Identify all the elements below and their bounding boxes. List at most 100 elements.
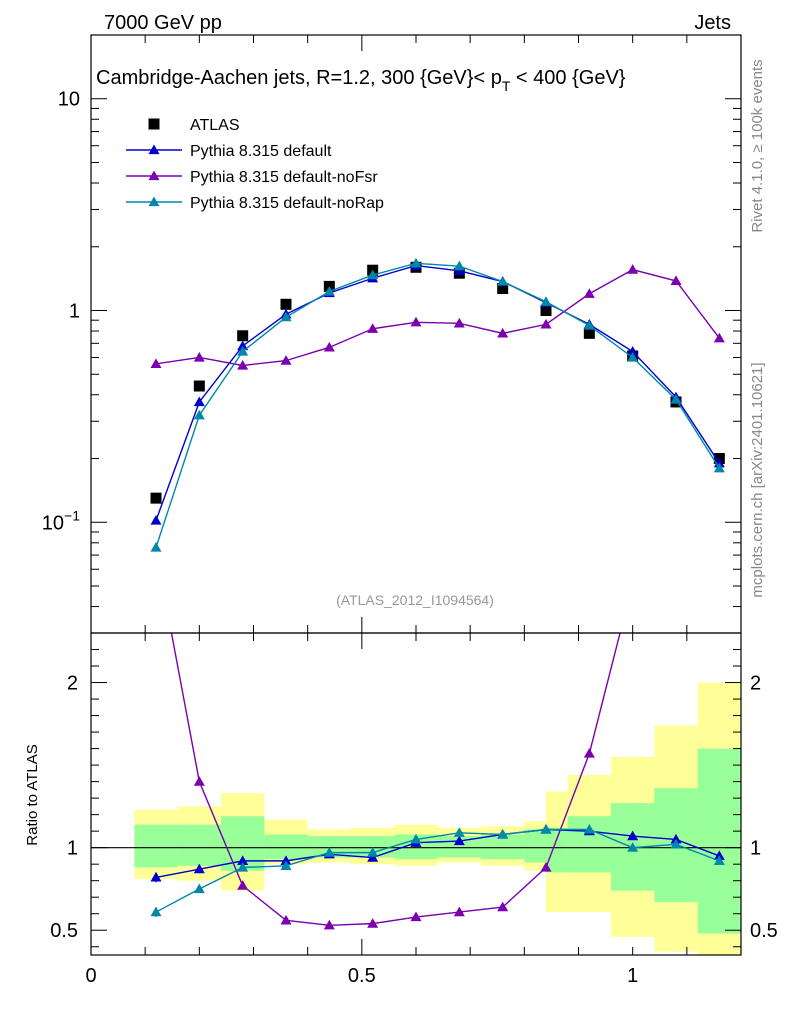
legend-item: Pythia 8.315 default	[126, 143, 332, 160]
ratio-data-point	[150, 871, 162, 882]
legend-marker-triangle	[148, 170, 160, 181]
mcplots-label: mcplots.cern.ch [arXiv:2401.10621]	[749, 362, 766, 597]
data-point-triangle	[713, 332, 725, 343]
data-point-triangle	[410, 316, 422, 327]
series-line	[155, 268, 720, 367]
data-point-triangle	[150, 542, 162, 552]
ratio-data-point	[410, 833, 422, 844]
ratio-data-point	[540, 824, 552, 834]
ratio-data-point	[193, 776, 205, 786]
data-point-triangle	[237, 359, 249, 370]
ratio-data-point	[280, 855, 292, 866]
ratio-series-pythia-8-315-default-norap	[150, 824, 725, 918]
ratio-data-point	[497, 901, 509, 912]
data-point-square	[583, 327, 595, 339]
data-point-triangle	[627, 346, 639, 356]
data-point-square	[150, 492, 162, 504]
analysis-watermark: (ATLAS_2012_I1094564)	[336, 592, 494, 608]
main-data-layer	[150, 257, 725, 552]
data-point-triangle	[280, 355, 292, 365]
data-point-triangle	[193, 351, 205, 362]
ratio-data-point	[237, 855, 249, 866]
ratio-data-point	[713, 850, 725, 861]
data-point-triangle	[497, 276, 509, 286]
data-point-triangle	[540, 318, 552, 329]
main-y-tick-label: 1	[69, 301, 80, 323]
header-energy-label: 7000 GeV pp	[104, 12, 222, 34]
uncertainty-band-inner	[134, 824, 178, 868]
header-jets-label: Jets	[694, 12, 731, 34]
uncertainty-band-inner	[177, 824, 221, 866]
ratio-data-point	[540, 861, 552, 872]
data-point-triangle	[237, 340, 249, 351]
data-point-triangle	[713, 462, 725, 473]
ratio-data-layer	[150, 396, 725, 930]
data-point-triangle	[583, 319, 595, 330]
ratio-y-tick-label-left: 2	[67, 673, 78, 695]
uncertainty-band-inner	[264, 834, 308, 860]
ratio-data-point	[280, 914, 292, 925]
data-point-triangle	[193, 396, 205, 407]
ratio-series-line	[155, 828, 720, 879]
main-y-tick-label: 10−1	[42, 507, 80, 534]
ratio-data-point	[627, 830, 639, 841]
main-y-tick-label-base: 1	[69, 301, 80, 323]
rivet-version-label: Rivet 4.1.0, ≥ 100k events	[749, 59, 766, 232]
ratio-series-line	[170, 633, 621, 926]
ratio-data-point	[367, 918, 379, 928]
plot-title: Cambridge-Aachen jets, R=1.2, 300 {GeV}<…	[96, 67, 626, 94]
ratio-data-point	[583, 748, 595, 758]
ratio-y-tick-label-left: 1	[67, 838, 78, 860]
ratio-y-tick-label-left: 0.5	[50, 920, 78, 942]
ratio-data-point	[367, 847, 379, 857]
legend-item: Pythia 8.315 default-noFsr	[126, 169, 378, 186]
data-point-triangle	[150, 358, 162, 368]
ratio-series-pythia-8-315-default-nofsr	[170, 396, 725, 930]
data-point-triangle	[583, 288, 595, 298]
ratio-data-point	[323, 919, 335, 930]
ratio-data-point	[453, 835, 465, 846]
ratio-data-point	[714, 396, 725, 406]
main-panel-frame	[90, 34, 742, 634]
ratio-data-point	[670, 833, 682, 844]
uncertainty-band-inner	[697, 748, 741, 934]
ratio-data-point	[670, 838, 682, 849]
legend-marker-triangle	[148, 144, 160, 155]
plot-title-main: Cambridge-Aachen jets, R=1.2, 300 {GeV}<…	[96, 67, 502, 89]
series-atlas	[150, 261, 725, 504]
ratio-data-point	[237, 861, 249, 872]
data-point-triangle	[540, 296, 552, 306]
series-pythia-8-315-default	[150, 260, 725, 525]
ratio-data-point	[453, 827, 465, 837]
data-point-triangle	[627, 351, 639, 362]
data-point-triangle	[453, 317, 465, 328]
data-point-square	[497, 283, 509, 295]
ratio-data-point	[583, 824, 595, 834]
ratio-panel: 0.5 0.5 1 1 2 2 0 0.5 1 Ratio to ATLAS	[24, 396, 778, 987]
data-point-square	[193, 380, 205, 392]
plot-title-subscript: T	[502, 78, 511, 94]
series-line	[155, 264, 720, 521]
ratio-data-point	[627, 578, 638, 588]
ratio-data-point	[627, 842, 639, 852]
ratio-y-tick-label-right: 1	[750, 838, 761, 860]
data-point-triangle	[280, 311, 292, 322]
ratio-panel-frame	[90, 632, 742, 956]
uncertainty-band-inner	[546, 827, 568, 873]
ratio-series-line	[155, 828, 720, 913]
ratio-data-point	[150, 906, 162, 917]
uncertainty-band-inner	[481, 834, 525, 860]
series-pythia-8-315-default-nofsr	[150, 264, 725, 370]
data-point-square	[540, 305, 552, 317]
ratio-data-point	[367, 852, 379, 862]
ratio-data-point	[410, 911, 422, 922]
legend-marker-square	[148, 118, 160, 130]
data-point-triangle	[193, 409, 205, 420]
data-point-triangle	[150, 514, 162, 525]
data-point-triangle	[410, 257, 422, 268]
data-point-square	[237, 330, 249, 342]
legend-label: Pythia 8.315 default-noFsr	[190, 169, 378, 186]
